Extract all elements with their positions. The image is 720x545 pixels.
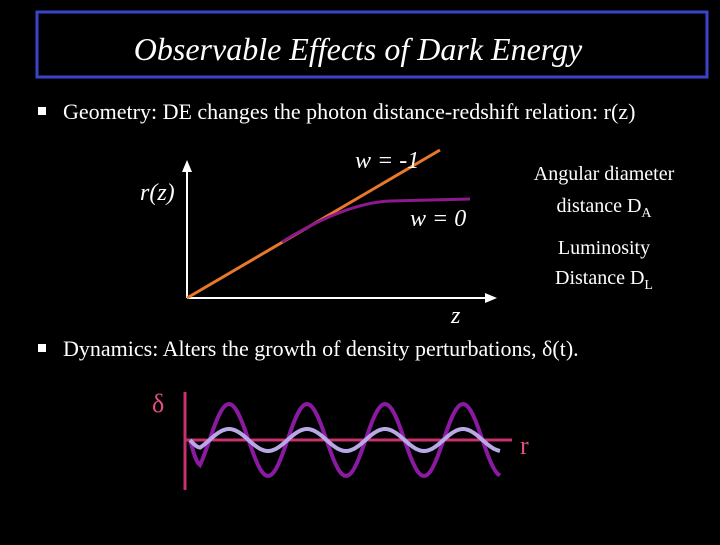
note-line: distance DA — [556, 195, 652, 221]
x-label: z — [450, 303, 461, 329]
note-subscript: L — [644, 278, 653, 293]
dark-energy-curve — [281, 197, 471, 244]
y-label: r(z) — [140, 180, 175, 206]
title: Observable Effects of Dark Energy — [134, 31, 583, 67]
bullet-marker — [38, 107, 46, 115]
bullet-text: Dynamics: Alters the growth of density p… — [63, 336, 579, 361]
x-label: r — [520, 431, 529, 460]
large-wave — [188, 402, 502, 479]
curve-label: w = -1 — [355, 148, 419, 174]
curve-label: w = 0 — [410, 206, 466, 232]
note-text: Distance D — [555, 267, 644, 289]
note-text: distance D — [556, 195, 641, 217]
note-line: Angular diameter — [534, 163, 675, 185]
bullet-text: Geometry: DE changes the photon distance… — [63, 99, 635, 124]
y-label: δ — [152, 389, 164, 418]
x-arrow — [485, 293, 497, 303]
note-subscript: A — [641, 206, 652, 221]
bullet-marker — [38, 344, 46, 352]
title-box — [35, 10, 709, 79]
small-wave — [188, 427, 501, 454]
y-arrow — [182, 160, 192, 172]
note-line: Luminosity — [558, 237, 650, 259]
note-line: Distance DL — [555, 267, 653, 293]
